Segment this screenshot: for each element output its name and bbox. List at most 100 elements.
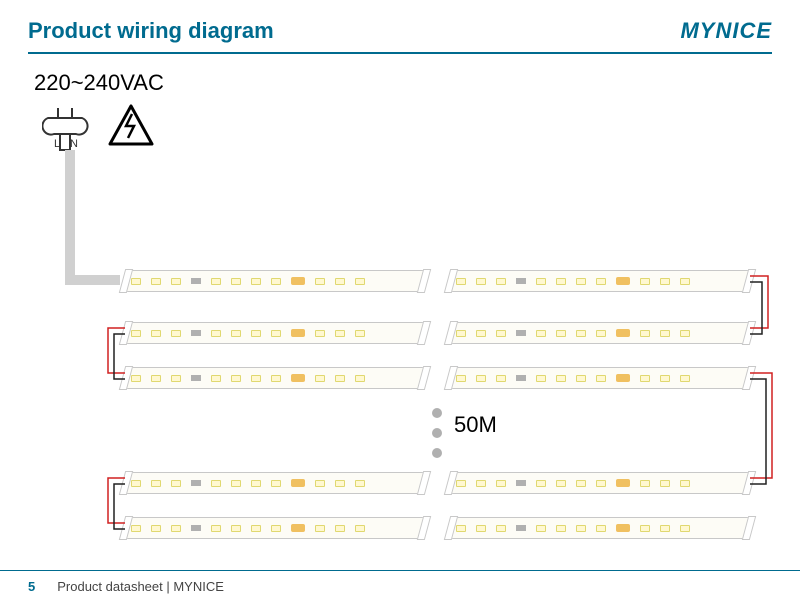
led-chip xyxy=(596,330,606,337)
led-chip xyxy=(556,330,566,337)
led-chip xyxy=(476,525,486,532)
led-chip xyxy=(456,278,466,285)
led-chip xyxy=(596,480,606,487)
led-chip xyxy=(355,480,365,487)
resistor-chip xyxy=(516,330,526,336)
led-strip xyxy=(125,367,425,389)
led-chip xyxy=(660,525,670,532)
led-chip xyxy=(171,375,181,382)
continuation-dot xyxy=(432,428,442,438)
led-chip xyxy=(576,480,586,487)
led-chip xyxy=(315,330,325,337)
led-chip xyxy=(131,278,141,285)
led-strip xyxy=(125,472,425,494)
led-chip xyxy=(131,375,141,382)
resistor-chip xyxy=(516,525,526,531)
led-chip xyxy=(231,480,241,487)
wiring-diagram: 220~240VAC L N 50M xyxy=(0,60,800,565)
led-chip xyxy=(211,525,221,532)
resistor-chip xyxy=(191,375,201,381)
footer-text: Product datasheet | MYNICE xyxy=(57,579,224,594)
led-chip xyxy=(556,480,566,487)
led-chip xyxy=(171,525,181,532)
led-chip xyxy=(271,480,281,487)
led-chip xyxy=(355,330,365,337)
led-chip xyxy=(536,330,546,337)
led-chip xyxy=(476,375,486,382)
capacitor-chip xyxy=(616,329,630,337)
led-chip xyxy=(131,525,141,532)
led-chip xyxy=(536,375,546,382)
led-chip xyxy=(640,480,650,487)
led-chip xyxy=(151,480,161,487)
led-chip xyxy=(496,525,506,532)
led-chip xyxy=(151,525,161,532)
continuation-dot xyxy=(432,408,442,418)
led-chip xyxy=(536,278,546,285)
led-chip xyxy=(335,330,345,337)
capacitor-chip xyxy=(616,374,630,382)
led-chip xyxy=(476,330,486,337)
capacitor-chip xyxy=(616,524,630,532)
led-strip xyxy=(450,472,750,494)
led-chip xyxy=(680,525,690,532)
length-label: 50M xyxy=(454,412,497,438)
led-chip xyxy=(171,278,181,285)
led-chip xyxy=(476,278,486,285)
led-chip xyxy=(556,375,566,382)
capacitor-chip xyxy=(291,329,305,337)
capacitor-chip xyxy=(291,479,305,487)
led-chip xyxy=(536,525,546,532)
led-chip xyxy=(231,330,241,337)
led-chip xyxy=(151,375,161,382)
led-chip xyxy=(640,525,650,532)
led-chip xyxy=(315,375,325,382)
capacitor-chip xyxy=(291,374,305,382)
led-chip xyxy=(211,330,221,337)
led-chip xyxy=(315,480,325,487)
led-chip xyxy=(456,480,466,487)
led-chip xyxy=(131,480,141,487)
led-chip xyxy=(335,525,345,532)
resistor-chip xyxy=(191,480,201,486)
led-chip xyxy=(680,480,690,487)
resistor-chip xyxy=(191,525,201,531)
led-strip xyxy=(450,517,750,539)
led-chip xyxy=(251,525,261,532)
led-chip xyxy=(231,525,241,532)
led-chip xyxy=(171,330,181,337)
capacitor-chip xyxy=(616,277,630,285)
led-strip xyxy=(125,517,425,539)
led-chip xyxy=(496,330,506,337)
led-chip xyxy=(640,330,650,337)
led-strip xyxy=(450,322,750,344)
resistor-chip xyxy=(516,375,526,381)
led-chip xyxy=(660,375,670,382)
led-chip xyxy=(680,375,690,382)
led-chip xyxy=(596,525,606,532)
led-chip xyxy=(456,375,466,382)
led-chip xyxy=(271,375,281,382)
led-chip xyxy=(211,375,221,382)
resistor-chip xyxy=(516,278,526,284)
led-chip xyxy=(271,525,281,532)
led-chip xyxy=(556,525,566,532)
led-chip xyxy=(596,278,606,285)
led-chip xyxy=(335,278,345,285)
led-chip xyxy=(496,480,506,487)
led-strip xyxy=(450,270,750,292)
led-chip xyxy=(151,278,161,285)
led-chip xyxy=(496,375,506,382)
capacitor-chip xyxy=(291,524,305,532)
led-chip xyxy=(536,480,546,487)
led-chip xyxy=(596,375,606,382)
led-chip xyxy=(271,330,281,337)
led-chip xyxy=(251,330,261,337)
led-chip xyxy=(151,330,161,337)
led-chip xyxy=(355,375,365,382)
led-strip xyxy=(125,270,425,292)
led-chip xyxy=(355,278,365,285)
led-chip xyxy=(556,278,566,285)
led-chip xyxy=(456,525,466,532)
led-strip xyxy=(450,367,750,389)
